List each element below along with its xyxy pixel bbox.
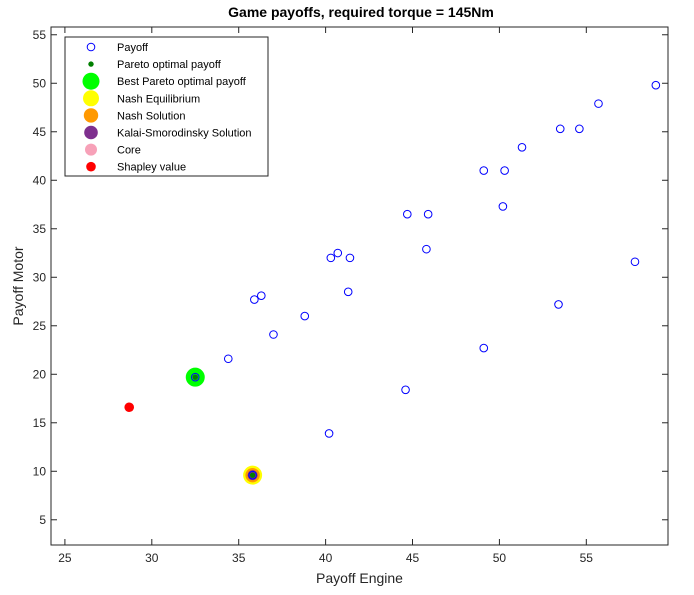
y-tick-label: 45 xyxy=(33,125,47,139)
data-point xyxy=(479,166,489,175)
legend-marker xyxy=(85,143,97,156)
data-point xyxy=(594,99,603,108)
y-tick-label: 5 xyxy=(39,513,46,527)
data-point xyxy=(190,372,200,382)
data-point xyxy=(630,257,640,267)
legend-marker xyxy=(83,90,99,107)
y-axis-label: Payoff Motor xyxy=(10,246,26,325)
data-points xyxy=(124,80,661,485)
data-point xyxy=(401,385,410,395)
data-point xyxy=(192,374,198,380)
legend-label: Shapley value xyxy=(117,162,186,174)
legend-label: Nash Equilibrium xyxy=(117,93,200,105)
y-tick-label: 20 xyxy=(33,367,47,381)
x-tick-label: 30 xyxy=(145,551,159,565)
x-tick-label: 45 xyxy=(406,551,420,565)
data-point xyxy=(422,244,431,254)
y-tick-label: 10 xyxy=(33,464,47,478)
data-point xyxy=(324,429,334,438)
x-axis-label: Payoff Engine xyxy=(316,570,403,586)
y-tick-label: 25 xyxy=(33,319,47,333)
data-point xyxy=(326,253,336,263)
data-point xyxy=(500,166,509,175)
legend-marker xyxy=(88,61,94,67)
chart-title: Game payoffs, required torque = 145Nm xyxy=(228,4,494,20)
y-tick-label: 35 xyxy=(33,222,47,236)
data-point xyxy=(517,142,527,152)
data-point xyxy=(269,330,278,339)
legend-label: Best Pareto optimal payoff xyxy=(117,76,247,88)
data-point xyxy=(300,311,310,321)
legend-label: Pareto optimal payoff xyxy=(117,59,222,71)
x-tick-label: 50 xyxy=(493,551,507,565)
x-tick-label: 40 xyxy=(319,551,333,565)
data-point xyxy=(423,209,433,219)
x-tick-label: 25 xyxy=(58,551,72,565)
y-tick-label: 55 xyxy=(33,28,47,42)
x-tick-label: 55 xyxy=(580,551,594,565)
x-tick-label: 35 xyxy=(232,551,246,565)
data-point xyxy=(333,248,343,258)
data-point xyxy=(555,124,565,134)
y-tick-label: 15 xyxy=(33,416,47,430)
legend-label: Kalai-Smorodinsky Solution xyxy=(117,128,252,140)
legend-marker xyxy=(86,161,96,172)
data-point xyxy=(345,253,355,263)
data-point xyxy=(575,124,584,134)
legend-marker xyxy=(83,108,99,123)
data-point xyxy=(250,295,259,304)
data-point xyxy=(651,80,661,90)
data-point xyxy=(402,209,412,219)
y-tick-label: 40 xyxy=(33,173,47,187)
data-point xyxy=(248,470,257,480)
data-point xyxy=(343,287,353,297)
data-point xyxy=(498,202,508,211)
legend-label: Core xyxy=(117,145,141,157)
data-point xyxy=(124,402,135,413)
data-point xyxy=(249,472,256,478)
y-tick-label: 30 xyxy=(33,270,47,284)
data-point xyxy=(223,354,233,364)
legend-label: Nash Solution xyxy=(117,110,186,122)
legend-label: Payoff xyxy=(117,42,149,54)
legend-box xyxy=(64,36,269,177)
data-point xyxy=(257,291,266,301)
y-tick-label: 50 xyxy=(33,76,47,90)
data-point xyxy=(554,300,563,309)
legend: Payoff Pareto optimal payoff Best Pareto o… xyxy=(64,36,269,177)
legend-marker xyxy=(82,72,100,90)
legend-marker xyxy=(84,125,98,140)
data-point xyxy=(479,343,489,353)
legend-marker xyxy=(86,42,96,52)
